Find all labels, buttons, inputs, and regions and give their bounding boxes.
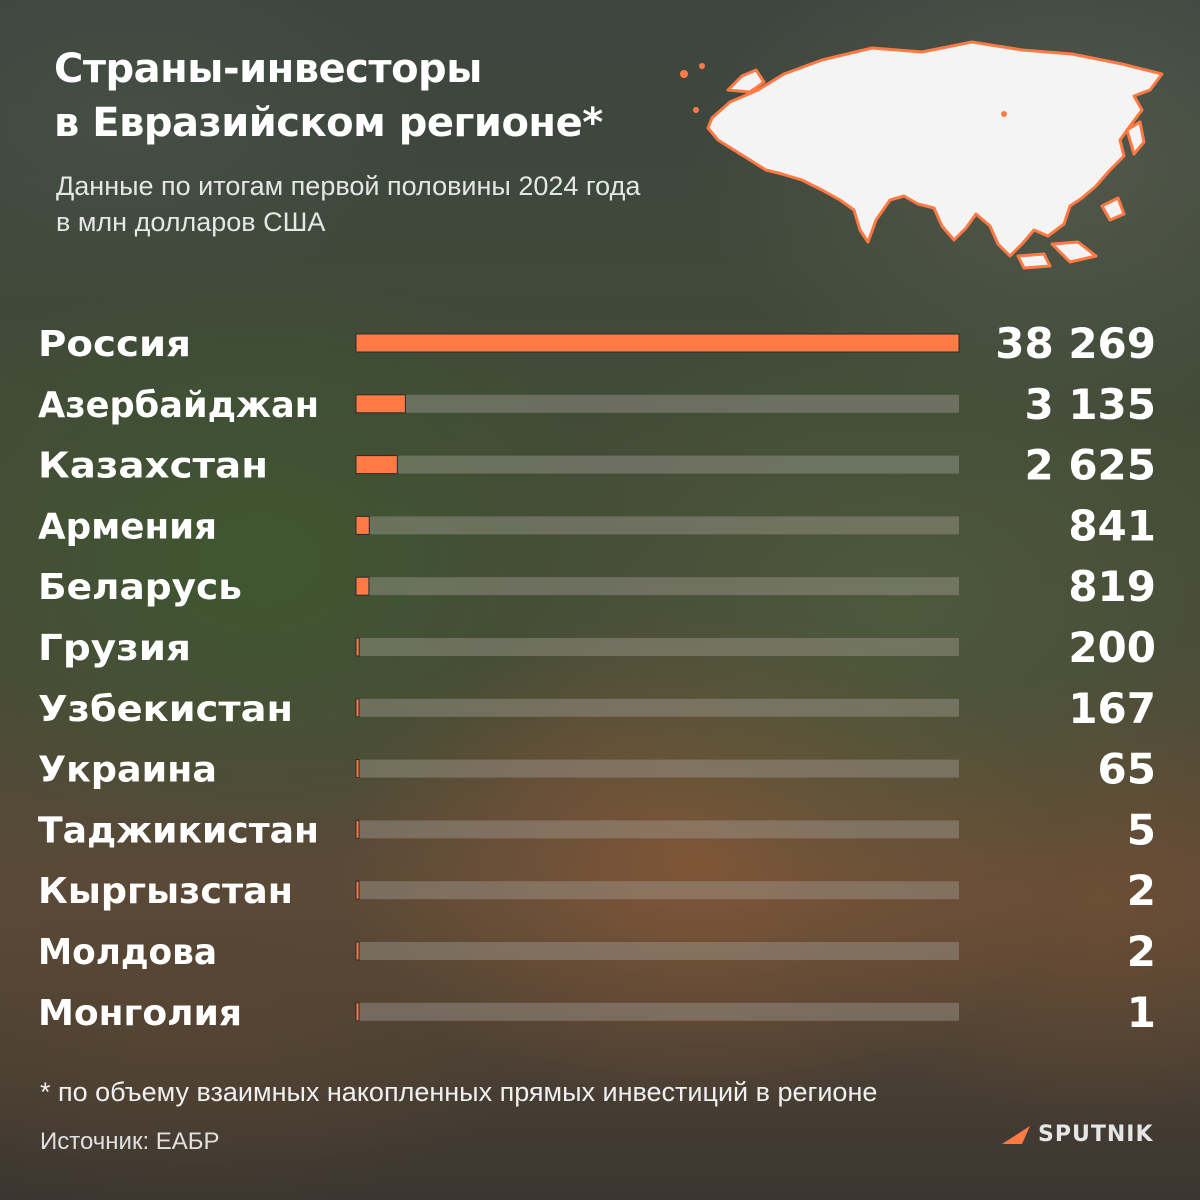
value-label: 65: [1098, 745, 1156, 794]
eurasia-map-icon: [680, 40, 1164, 270]
value-label: 200: [1068, 623, 1156, 672]
bar: [355, 333, 960, 353]
value-label: 167: [1068, 684, 1156, 733]
category-label: Грузия: [38, 628, 191, 669]
bar: [355, 880, 360, 900]
bar: [355, 515, 370, 535]
category-label: Казахстан: [38, 446, 268, 487]
category-label: Россия: [38, 324, 191, 365]
category-label: Беларусь: [38, 567, 242, 608]
bar-track: [356, 1002, 959, 1021]
bar-track: [356, 942, 959, 960]
bar: [355, 941, 360, 961]
category-label: Монголия: [38, 993, 242, 1034]
subtitle-line-2: в млн долларов США: [56, 207, 326, 237]
logo-text: SPUTNIK: [1038, 1122, 1154, 1147]
bar-track: [356, 394, 959, 413]
bar-track: [356, 577, 959, 596]
bar: [355, 576, 370, 596]
bar-track: [356, 759, 959, 778]
bar-track: [356, 698, 959, 717]
value-label: 3 135: [1024, 380, 1156, 429]
chart-title-line-1: Страны-инвесторы: [54, 46, 482, 92]
value-label: 1: [1127, 988, 1156, 1037]
subtitle-line-1: Данные по итогам первой половины 2024 го…: [56, 171, 641, 201]
footnote: * по объему взаимных накопленных прямых …: [40, 1077, 878, 1107]
chart-subtitle: Данные по итогам первой половины 2024 го…: [56, 168, 640, 240]
bar-track: [356, 516, 959, 535]
value-label: 2 625: [1024, 441, 1156, 490]
value-label: 2: [1127, 927, 1156, 976]
bar: [355, 759, 360, 779]
category-label: Украина: [38, 750, 217, 791]
bar: [355, 394, 406, 414]
bar: [355, 1002, 360, 1022]
sputnik-logo-icon: [1002, 1125, 1030, 1144]
bar: [355, 698, 360, 718]
source-note: Источник: ЕАБР: [40, 1128, 220, 1155]
value-label: 841: [1068, 501, 1156, 550]
chart-title: Страны-инвесторы в Евразийском регионе*: [54, 42, 603, 150]
bar: [355, 455, 398, 475]
bar-track: [356, 820, 959, 839]
category-label: Кыргызстан: [38, 871, 293, 912]
value-label: 38 269: [995, 319, 1156, 368]
bar-track: [356, 881, 959, 900]
chart-title-line-2: в Евразийском регионе*: [54, 100, 603, 146]
category-label: Азербайджан: [38, 385, 319, 426]
bar-track: [356, 455, 959, 474]
bar: [355, 819, 360, 839]
bar-track: [356, 638, 959, 656]
category-label: Узбекистан: [38, 689, 293, 730]
category-label: Молдова: [38, 932, 217, 973]
value-label: 819: [1068, 562, 1156, 611]
sputnik-logo[interactable]: SPUTNIK: [1000, 1122, 1154, 1147]
category-label: Армения: [38, 506, 217, 547]
value-label: 2: [1127, 866, 1156, 915]
category-label: Таджикистан: [38, 810, 319, 851]
value-label: 5: [1127, 805, 1156, 854]
bar: [355, 637, 360, 657]
